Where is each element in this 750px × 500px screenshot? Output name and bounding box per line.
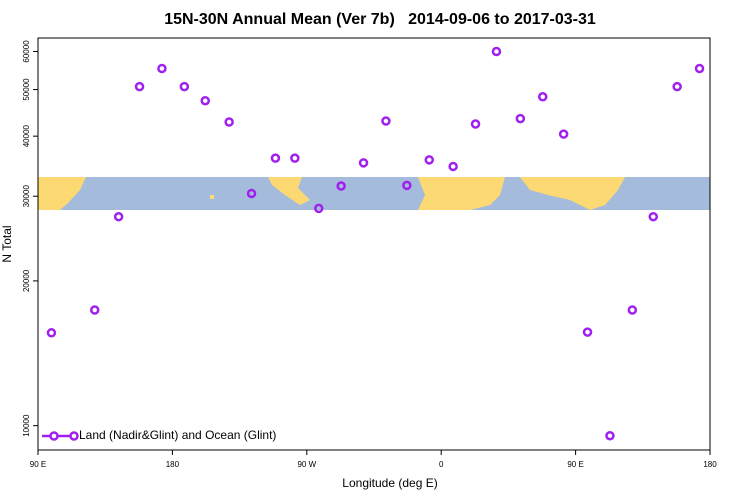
x-tick-label: 90 E [30, 460, 46, 469]
point [246, 188, 257, 199]
x-tick-label: 180 [166, 460, 180, 469]
point [694, 63, 705, 74]
point [515, 113, 526, 124]
point [627, 305, 638, 315]
chart-title: 15N-30N Annual Mean (Ver 7b) 2014-09-06 … [164, 11, 596, 28]
point [582, 327, 593, 337]
point [470, 119, 481, 129]
point [424, 155, 435, 165]
point [605, 430, 615, 441]
x-tick-label: 90 E [567, 460, 583, 469]
y-tick-label: 10000 [22, 414, 31, 437]
point [224, 117, 234, 127]
y-tick-label: 30000 [22, 185, 31, 208]
point [648, 211, 659, 222]
x-axis-label: Longitude (deg E) [342, 476, 437, 490]
point [290, 153, 300, 163]
y-tick-label: 60000 [22, 40, 31, 63]
x-tick-label: 180 [703, 460, 717, 469]
point [113, 211, 124, 222]
point [200, 95, 211, 106]
point [491, 46, 502, 57]
point [558, 129, 569, 139]
plot-frame [37, 37, 711, 451]
point [157, 63, 167, 74]
point [46, 328, 57, 338]
x-tick-label: 90 W [297, 460, 316, 469]
point [313, 203, 324, 214]
point [134, 81, 145, 92]
y-tick-label: 50000 [22, 78, 31, 101]
y-tick-label: 40000 [22, 124, 31, 147]
map-band [38, 177, 710, 210]
legend-label: Land (Nadir&Glint) and Ocean (Glint) [79, 428, 276, 442]
point [89, 305, 100, 315]
point [402, 180, 412, 191]
point [672, 81, 682, 92]
x-tick-label: 0 [439, 460, 444, 469]
y-axis-label: N Total [0, 225, 14, 262]
point [336, 181, 346, 191]
legend-marker [49, 431, 59, 441]
point [179, 81, 190, 92]
y-tick-label: 20000 [22, 269, 31, 292]
legend-marker [69, 431, 79, 441]
point [448, 161, 458, 172]
point [381, 116, 391, 126]
point [537, 92, 548, 102]
point [358, 158, 369, 168]
point [270, 153, 281, 163]
